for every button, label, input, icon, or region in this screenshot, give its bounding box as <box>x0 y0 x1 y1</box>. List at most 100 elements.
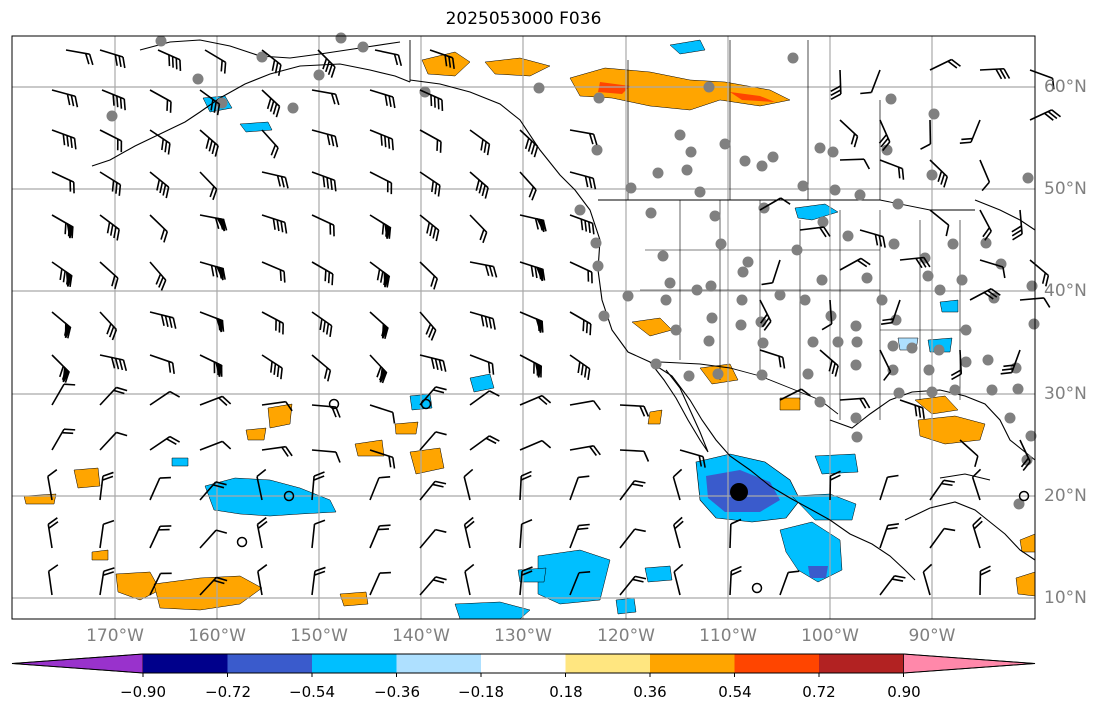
station-dot <box>949 384 961 396</box>
fill-patch <box>171 457 189 467</box>
wind-barb <box>959 439 979 468</box>
station-dot <box>590 237 602 249</box>
station-dot <box>703 335 715 347</box>
station-dot <box>705 280 717 292</box>
wind-barb <box>261 311 284 335</box>
wind-barb <box>519 171 537 201</box>
wind-barb <box>369 404 396 424</box>
wind-barb <box>619 404 650 417</box>
wind-barb <box>149 572 172 596</box>
station-dot <box>832 336 844 348</box>
wind-barb <box>99 431 128 451</box>
fill-patch <box>598 82 630 94</box>
wind-barb <box>149 261 167 291</box>
station-dot <box>892 198 904 210</box>
fill-patch <box>339 591 369 607</box>
colorbar-segment <box>396 654 482 673</box>
calm-circle <box>236 536 248 548</box>
wind-barb <box>369 171 393 195</box>
wind-barb <box>971 468 982 501</box>
station-dot <box>982 354 994 366</box>
station-dot <box>533 82 545 94</box>
wind-barb <box>149 89 172 113</box>
lon-label: 150°W <box>290 626 348 646</box>
wind-barb <box>519 354 543 378</box>
wind-barb <box>311 311 333 337</box>
wind-barb <box>929 527 956 549</box>
wind-barb <box>673 563 684 596</box>
lon-label: 130°W <box>494 626 552 646</box>
wind-barb <box>101 89 126 111</box>
wind-barb <box>619 449 650 462</box>
wind-barb <box>839 119 859 148</box>
plot-title: 2025053000 F036 <box>445 9 602 29</box>
station-dot <box>683 370 695 382</box>
station-dot <box>742 256 754 268</box>
fill-patch <box>394 421 419 435</box>
station-dot <box>660 294 672 306</box>
wind-barb <box>1011 209 1023 241</box>
wind-barb <box>519 261 546 282</box>
station-dot <box>709 210 721 222</box>
station-dot <box>960 324 972 336</box>
fill-patch <box>245 427 267 441</box>
colorbar-segment <box>565 654 651 673</box>
station-dot <box>287 102 299 114</box>
station-dot <box>885 93 897 105</box>
station-dot <box>928 108 940 120</box>
fill-patch <box>779 397 801 411</box>
station-dot <box>735 319 747 331</box>
wind-barb <box>463 516 475 549</box>
wind-barb <box>922 563 933 596</box>
station-dot <box>980 237 992 249</box>
wind-barb <box>830 69 842 101</box>
wind-barb <box>256 468 267 501</box>
wind-barb <box>860 69 881 95</box>
colorbar-segment <box>143 654 228 673</box>
colorbar-segment <box>734 654 820 673</box>
wind-barb <box>311 449 341 463</box>
wind-barb <box>819 349 839 377</box>
wind-barb <box>878 119 891 152</box>
wind-barb <box>979 209 992 241</box>
wind-barb <box>979 259 1006 279</box>
wind-barb <box>759 349 786 369</box>
wind-barb <box>979 67 1011 80</box>
fill-patch <box>239 121 273 133</box>
colorbar-tick-label: 0.72 <box>802 683 836 701</box>
wind-barb <box>821 299 833 331</box>
lon-label: 110°W <box>699 626 757 646</box>
wind-barb <box>1019 297 1051 308</box>
fill-patch <box>914 395 959 415</box>
wind-barb <box>469 390 500 406</box>
wind-barb <box>204 49 227 74</box>
wind-barb <box>679 449 706 468</box>
station-dot <box>1026 280 1038 292</box>
colorbar-tick-label: −0.54 <box>289 683 335 701</box>
station-dot <box>850 320 862 332</box>
wind-barb <box>369 89 396 109</box>
station-dot <box>694 186 706 198</box>
wind-barb <box>929 58 961 71</box>
wind-barb <box>859 229 886 248</box>
wind-barb <box>519 566 533 596</box>
wind-barb <box>519 129 539 158</box>
station-dot <box>802 368 814 380</box>
station-dot <box>851 431 863 443</box>
wind-barb <box>419 129 442 153</box>
lat-label: 50°N <box>1044 179 1087 199</box>
lon-label: 100°W <box>801 626 859 646</box>
wind-barb <box>51 214 74 239</box>
station-dot <box>1013 498 1025 510</box>
station-dot <box>691 284 703 296</box>
colorbar-segment <box>227 654 313 673</box>
station-dot <box>995 258 1007 270</box>
wind-barb <box>879 575 906 596</box>
wind-barb <box>261 354 283 380</box>
wind-barb <box>729 518 742 549</box>
wind-barb <box>99 261 119 290</box>
wind-barb <box>1019 439 1031 472</box>
wind-barb <box>469 435 500 451</box>
station-dot <box>737 266 749 278</box>
contour-fills <box>23 39 1036 620</box>
